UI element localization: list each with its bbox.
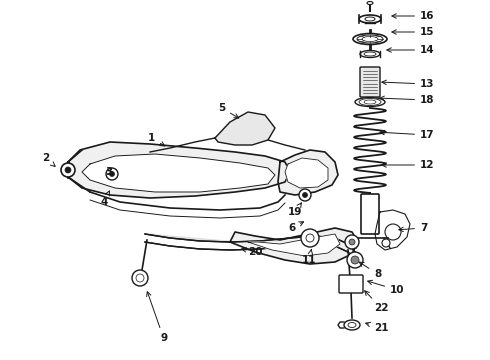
Text: 14: 14 (387, 45, 435, 55)
Ellipse shape (348, 323, 356, 328)
Ellipse shape (367, 1, 373, 4)
Ellipse shape (65, 167, 71, 173)
Ellipse shape (359, 15, 381, 23)
Polygon shape (285, 158, 328, 188)
Text: 10: 10 (368, 280, 405, 295)
Ellipse shape (355, 98, 385, 107)
Polygon shape (68, 142, 290, 198)
Circle shape (382, 239, 390, 247)
Circle shape (301, 229, 319, 247)
Text: 18: 18 (380, 95, 435, 105)
Text: 13: 13 (382, 79, 435, 89)
Polygon shape (145, 234, 355, 252)
Ellipse shape (302, 193, 308, 198)
Circle shape (350, 239, 358, 247)
Polygon shape (248, 234, 340, 256)
Ellipse shape (353, 33, 387, 45)
Text: 3: 3 (105, 167, 112, 177)
Ellipse shape (106, 168, 118, 180)
Text: 15: 15 (392, 27, 435, 37)
FancyBboxPatch shape (361, 194, 379, 234)
FancyBboxPatch shape (339, 275, 363, 293)
Text: 22: 22 (365, 291, 389, 313)
Text: 1: 1 (148, 133, 165, 146)
Text: 20: 20 (242, 247, 263, 257)
Circle shape (349, 239, 355, 245)
Text: 21: 21 (366, 322, 389, 333)
Polygon shape (278, 150, 338, 195)
Circle shape (136, 274, 144, 282)
Ellipse shape (299, 189, 311, 201)
Circle shape (351, 256, 359, 264)
Text: 7: 7 (399, 223, 427, 233)
Ellipse shape (362, 36, 378, 41)
FancyBboxPatch shape (360, 67, 380, 97)
Polygon shape (82, 154, 275, 192)
Text: 16: 16 (392, 11, 435, 21)
Text: 8: 8 (359, 262, 381, 279)
Circle shape (132, 270, 148, 286)
Text: 11: 11 (302, 249, 317, 265)
Ellipse shape (360, 50, 380, 58)
Circle shape (347, 252, 363, 268)
Text: 9: 9 (147, 292, 167, 343)
Polygon shape (215, 112, 275, 145)
Text: 5: 5 (218, 103, 239, 118)
Text: 6: 6 (288, 222, 304, 233)
Text: 17: 17 (380, 130, 435, 140)
Text: 4: 4 (100, 191, 109, 207)
Text: 2: 2 (42, 153, 55, 166)
Ellipse shape (364, 52, 376, 56)
Ellipse shape (364, 100, 376, 104)
Ellipse shape (61, 163, 75, 177)
Text: 19: 19 (288, 203, 302, 217)
Ellipse shape (359, 99, 381, 105)
Ellipse shape (344, 320, 360, 330)
Circle shape (306, 234, 314, 242)
Ellipse shape (357, 35, 383, 43)
Circle shape (385, 224, 401, 240)
Text: 12: 12 (382, 160, 435, 170)
Circle shape (345, 235, 359, 249)
Polygon shape (230, 228, 358, 264)
Ellipse shape (365, 17, 375, 21)
Ellipse shape (109, 171, 115, 176)
